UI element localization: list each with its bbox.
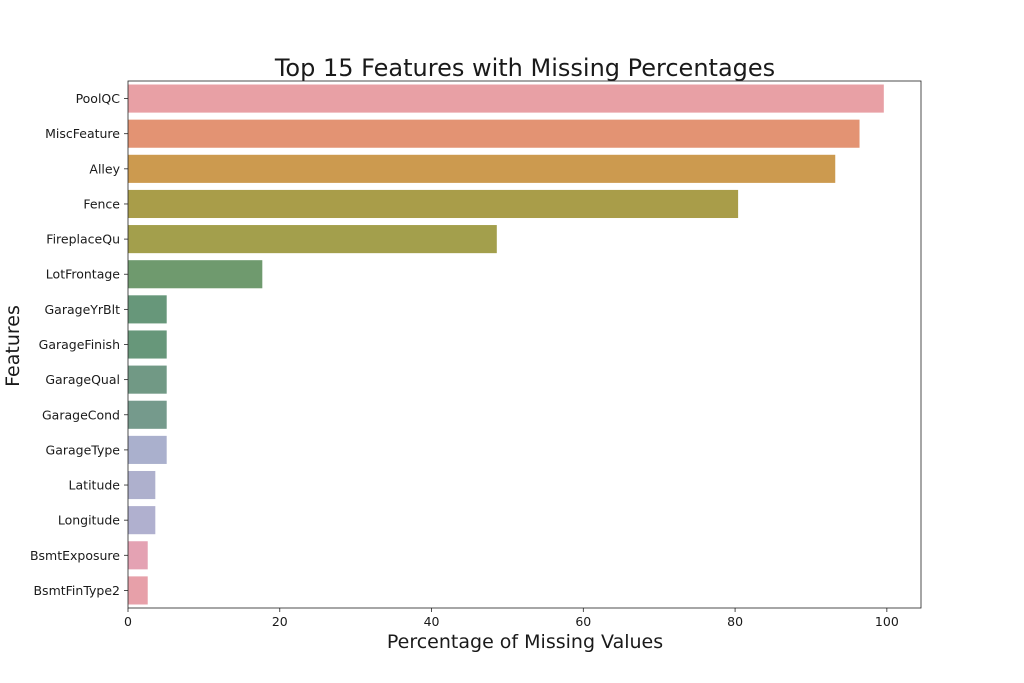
- x-tick-label: 40: [424, 614, 440, 629]
- x-tick-label: 0: [124, 614, 132, 629]
- bar-latitude: [128, 470, 156, 500]
- bar-lotfrontage: [128, 260, 263, 289]
- y-tick-label: GarageFinish: [39, 337, 120, 352]
- bar-miscfeature: [128, 119, 860, 148]
- y-tick-label: GarageCond: [42, 407, 120, 422]
- y-tick-label: Alley: [89, 161, 120, 176]
- bar-alley: [128, 154, 836, 183]
- y-tick-label: BsmtFinType2: [33, 583, 120, 598]
- y-tick-label: GarageType: [46, 442, 121, 457]
- y-axis-title: Features: [2, 305, 24, 387]
- bar-poolqc: [128, 84, 884, 113]
- x-tick-label: 100: [875, 614, 899, 629]
- bar-bsmtexposure: [128, 541, 148, 570]
- x-axis-title: Percentage of Missing Values: [387, 631, 663, 653]
- bar-longitude: [128, 506, 156, 535]
- plot-frame: [127, 80, 922, 609]
- bars-group: [128, 84, 884, 605]
- bar-garagequal: [128, 365, 167, 394]
- bar-garagetype: [128, 435, 167, 464]
- bar-garagecond: [128, 400, 167, 429]
- bar-bsmtfintype2: [128, 576, 148, 605]
- y-tick-label: FireplaceQu: [46, 232, 120, 247]
- x-tick-label: 80: [727, 614, 743, 629]
- bar-fireplacequ: [128, 225, 497, 254]
- y-tick-label: Latitude: [69, 478, 121, 493]
- bar-garagefinish: [128, 330, 167, 359]
- y-axis-ticks: PoolQC MiscFeature Alley Fence FireplaceQu Lo…: [30, 91, 128, 598]
- y-tick-label: LotFrontage: [46, 267, 121, 282]
- chart-title: Top 15 Features with Missing Percentages: [274, 54, 775, 82]
- y-tick-label: PoolQC: [76, 91, 121, 106]
- x-axis-ticks: 0 20 40 60 80 100: [124, 608, 899, 629]
- bar-fence: [128, 189, 739, 219]
- x-tick-label: 20: [272, 614, 288, 629]
- y-tick-label: GarageQual: [45, 372, 120, 387]
- y-tick-label: MiscFeature: [45, 126, 120, 141]
- bar-garageyrblt: [128, 295, 167, 324]
- y-tick-label: BsmtExposure: [30, 548, 120, 563]
- x-tick-label: 60: [575, 614, 591, 629]
- y-tick-label: Longitude: [58, 513, 120, 528]
- y-tick-label: GarageYrBlt: [45, 302, 121, 317]
- y-tick-label: Fence: [83, 196, 120, 211]
